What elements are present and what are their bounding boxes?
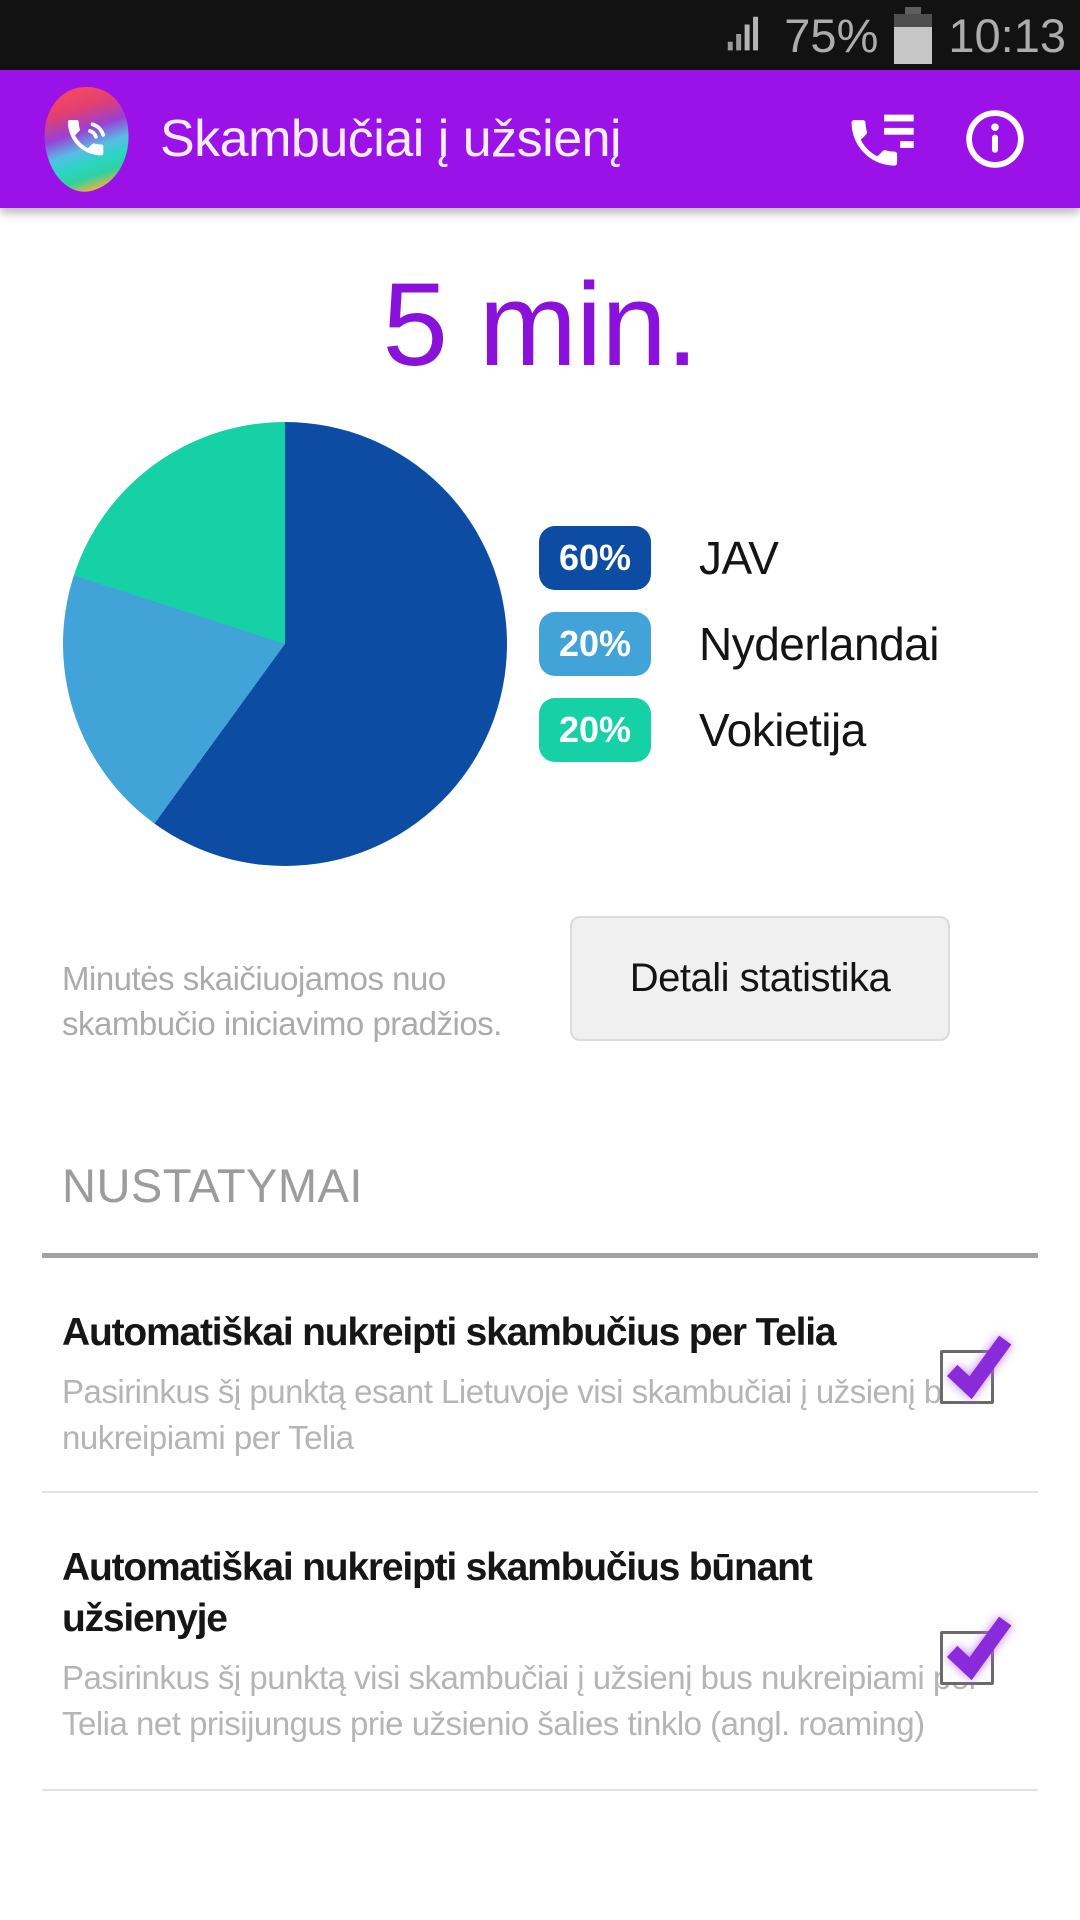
legend-label: Nyderlandai — [699, 617, 939, 670]
setting-row-auto-route-roaming: Automatiškai nukreipti skambučius būnant… — [0, 1493, 1080, 1789]
battery-icon — [894, 6, 933, 64]
minutes-note: Minutės skaičiuojamos nuo skambučio inic… — [62, 959, 502, 1042]
call-log-icon — [851, 114, 914, 166]
row-divider — [42, 1491, 1038, 1494]
battery-body — [894, 13, 933, 64]
legend-label: Vokietija — [699, 703, 866, 756]
settings-header: NUSTATYMAI — [62, 1159, 363, 1213]
setting-title: Automatiškai nukreipti skambučius per Te… — [62, 1311, 837, 1355]
checkbox-auto-route-roaming[interactable] — [940, 1616, 1012, 1686]
legend-item: 20% Nyderlandai — [539, 611, 939, 676]
legend-label: JAV — [699, 531, 779, 584]
detail-statistics-button[interactable]: Detali statistika — [570, 915, 950, 1041]
telia-app-logo-icon — [38, 82, 134, 196]
section-divider — [42, 1253, 1038, 1259]
usage-chart-section: 60% JAV 20% Nyderlandai 20% Vokietija — [0, 421, 1080, 866]
status-bar: 75% 10:13 — [0, 0, 1080, 70]
note-section: Minutės skaičiuojamos nuo skambučio inic… — [0, 915, 1080, 1046]
setting-description: Pasirinkus šį punktą esant Lietuvoje vis… — [62, 1372, 976, 1456]
setting-description: Pasirinkus šį punktą visi skambučiai į u… — [62, 1658, 980, 1742]
row-divider — [42, 1788, 1038, 1791]
signal-strength-icon — [728, 16, 759, 51]
info-icon — [966, 110, 1024, 168]
battery-nub — [905, 6, 922, 14]
app-bar: Skambučiai į užsienį — [0, 70, 1080, 208]
legend-percent-badge: 60% — [539, 525, 651, 590]
total-minutes: 5 min. — [382, 259, 698, 391]
app-title: Skambučiai į užsienį — [160, 110, 622, 168]
checkbox-auto-route-telia[interactable] — [940, 1335, 1012, 1405]
call-log-button[interactable] — [844, 102, 918, 176]
setting-title: Automatiškai nukreipti skambučius būnant… — [62, 1546, 813, 1640]
legend-item: 60% JAV — [539, 525, 939, 590]
battery-percent: 75% — [784, 8, 879, 62]
checkmark-icon — [946, 1335, 1012, 1400]
battery-empty-segment — [894, 13, 933, 27]
setting-row-auto-route-telia: Automatiškai nukreipti skambučius per Te… — [0, 1258, 1080, 1491]
legend-percent-badge: 20% — [539, 697, 651, 762]
clock: 10:13 — [948, 8, 1066, 62]
checkmark-icon — [946, 1616, 1012, 1681]
legend-item: 20% Vokietija — [539, 697, 939, 762]
chart-legend: 60% JAV 20% Nyderlandai 20% Vokietija — [539, 525, 939, 762]
settings-section: NUSTATYMAI Automatiškai nukreipti skambu… — [0, 1158, 1080, 1791]
legend-percent-badge: 20% — [539, 611, 651, 676]
info-button[interactable] — [962, 106, 1028, 172]
pie-chart — [63, 421, 507, 866]
